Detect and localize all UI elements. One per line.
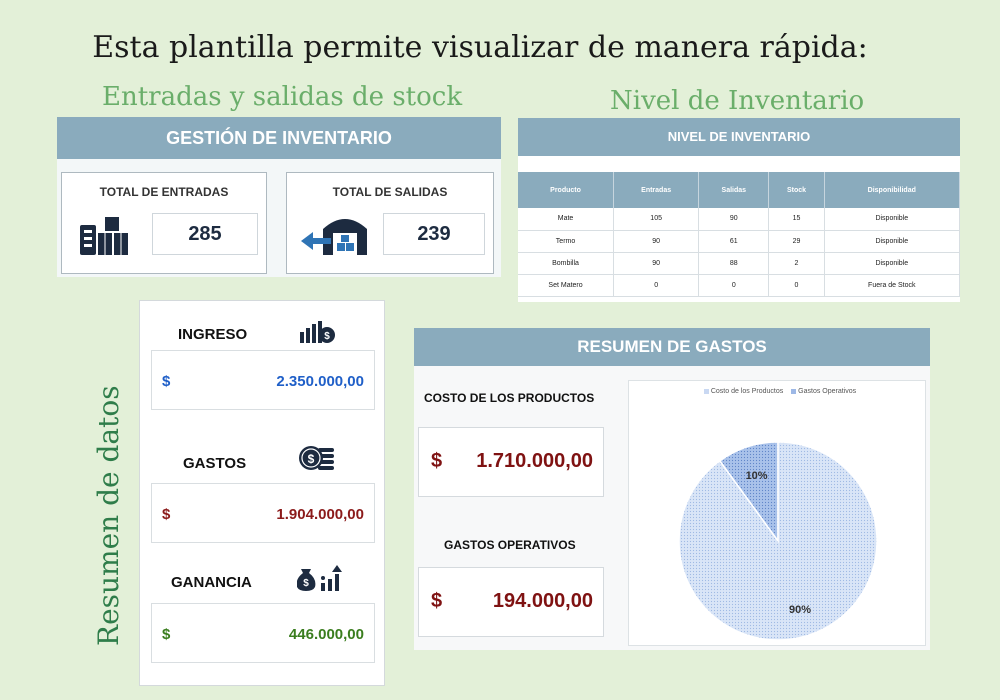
table-cell: 90 xyxy=(698,208,770,231)
page-headline: Esta plantilla permite visualizar de man… xyxy=(92,30,868,65)
pie-slice-costo-productos xyxy=(678,441,878,641)
money-bag-growth-icon: $ xyxy=(296,561,343,596)
table-cell: 0 xyxy=(613,274,700,297)
caption-resumen: Resumen de datos xyxy=(92,385,125,646)
bar-chart-coin-icon: $ xyxy=(300,319,336,350)
table-cell: 15 xyxy=(768,208,825,231)
col-header: Entradas xyxy=(613,172,700,208)
pie-data-label: 90% xyxy=(789,604,811,616)
gastos-currency: $ xyxy=(162,506,171,523)
operativos-box: $ 194.000,00 xyxy=(418,567,604,637)
ingreso-value: 2.350.000,00 xyxy=(276,373,364,390)
boxes-checklist-icon xyxy=(78,215,132,262)
ingreso-box: $ 2.350.000,00 xyxy=(151,350,375,410)
inventory-table: Producto Entradas Salidas Stock Disponib… xyxy=(518,172,961,297)
table-cell: Bombilla xyxy=(518,252,615,275)
table-cell: 90 xyxy=(613,230,700,253)
chart-legend: Costo de los Productos Gastos Operativos xyxy=(629,388,925,395)
table-row: Bombilla 90 88 2 Disponible xyxy=(518,252,961,275)
gastos-box: $ 1.904.000,00 xyxy=(151,483,375,543)
ganancia-value: 446.000,00 xyxy=(288,626,364,643)
gastos-panel: RESUMEN DE GASTOS COSTO DE LOS PRODUCTOS… xyxy=(414,328,930,650)
table-cell: 90 xyxy=(613,252,700,275)
svg-text:$: $ xyxy=(324,331,330,342)
ganancia-box: $ 446.000,00 xyxy=(151,603,375,663)
nivel-panel: NIVEL DE INVENTARIO Producto Entradas Sa… xyxy=(518,118,961,302)
table-row: Mate 105 90 15 Disponible xyxy=(518,208,961,231)
legend-label-costo: Costo de los Productos xyxy=(710,388,784,395)
legend-swatch-costo xyxy=(703,388,709,394)
table-cell: Disponible xyxy=(824,230,961,253)
legend-label-operativos: Gastos Operativos xyxy=(798,388,857,395)
pie-data-label: 10% xyxy=(746,470,768,482)
table-cell: Disponible xyxy=(824,208,961,231)
table-header-row: Producto Entradas Salidas Stock Disponib… xyxy=(518,172,961,208)
table-cell: Mate xyxy=(518,208,615,231)
coins-stack-icon: $ xyxy=(298,444,336,477)
col-header: Producto xyxy=(518,172,615,208)
svg-text:$: $ xyxy=(303,578,309,589)
ganancia-label: GANANCIA xyxy=(171,574,252,591)
salidas-label: TOTAL DE SALIDAS xyxy=(332,185,448,199)
warehouse-arrow-icon xyxy=(301,211,371,262)
col-header: Stock xyxy=(768,172,825,208)
gastos-title: RESUMEN DE GASTOS xyxy=(414,328,930,366)
entradas-label: TOTAL DE ENTRADAS xyxy=(99,185,229,199)
operativos-value: 194.000,00 xyxy=(492,590,593,612)
gestion-panel: GESTIÓN DE INVENTARIO TOTAL DE ENTRADAS … xyxy=(57,117,501,277)
nivel-title: NIVEL DE INVENTARIO xyxy=(518,118,960,156)
ingreso-currency: $ xyxy=(162,373,171,390)
svg-text:$: $ xyxy=(308,452,315,466)
ingreso-label: INGRESO xyxy=(178,326,248,343)
costo-value: 1.710.000,00 xyxy=(476,450,593,472)
table-cell: 105 xyxy=(613,208,700,231)
gastos-label: GASTOS xyxy=(183,455,247,472)
datos-panel: INGRESO $ $ 2.350.000,00 GASTOS $ $ 1.90… xyxy=(139,300,385,686)
expenses-pie-chart: Costo de los Productos Gastos Operativos… xyxy=(628,380,926,646)
table-cell: Disponible xyxy=(824,252,961,275)
entradas-card: TOTAL DE ENTRADAS 285 xyxy=(61,172,267,274)
salidas-value: 239 xyxy=(383,213,485,255)
caption-nivel: Nivel de Inventario xyxy=(610,86,865,116)
costo-box: $ 1.710.000,00 xyxy=(418,427,604,497)
legend-swatch-operativos xyxy=(791,388,797,394)
table-cell: 61 xyxy=(698,230,770,253)
table-cell: 2 xyxy=(768,252,825,275)
pie-svg: 10% 90% xyxy=(678,441,878,641)
table-cell: Termo xyxy=(518,230,615,253)
gastos-value: 1.904.000,00 xyxy=(276,506,364,523)
costo-label: COSTO DE LOS PRODUCTOS xyxy=(424,391,595,405)
col-header: Salidas xyxy=(698,172,770,208)
table-row: Set Matero 0 0 0 Fuera de Stock xyxy=(518,274,961,297)
operativos-label: GASTOS OPERATIVOS xyxy=(444,538,576,552)
col-header: Disponibilidad xyxy=(824,172,961,208)
table-cell: 0 xyxy=(698,274,770,297)
table-cell: 88 xyxy=(698,252,770,275)
salidas-card: TOTAL DE SALIDAS 239 xyxy=(286,172,494,274)
gestion-title: GESTIÓN DE INVENTARIO xyxy=(57,117,501,159)
costo-currency: $ xyxy=(431,450,443,472)
operativos-currency: $ xyxy=(431,590,443,612)
table-cell: 0 xyxy=(768,274,825,297)
table-cell: 29 xyxy=(768,230,825,253)
entradas-value: 285 xyxy=(152,213,258,255)
table-cell: Set Matero xyxy=(518,274,615,297)
status-out-of-stock: Fuera de Stock xyxy=(824,274,961,297)
caption-entradas: Entradas y salidas de stock xyxy=(102,82,463,112)
ganancia-currency: $ xyxy=(162,626,171,643)
table-row: Termo 90 61 29 Disponible xyxy=(518,230,961,253)
